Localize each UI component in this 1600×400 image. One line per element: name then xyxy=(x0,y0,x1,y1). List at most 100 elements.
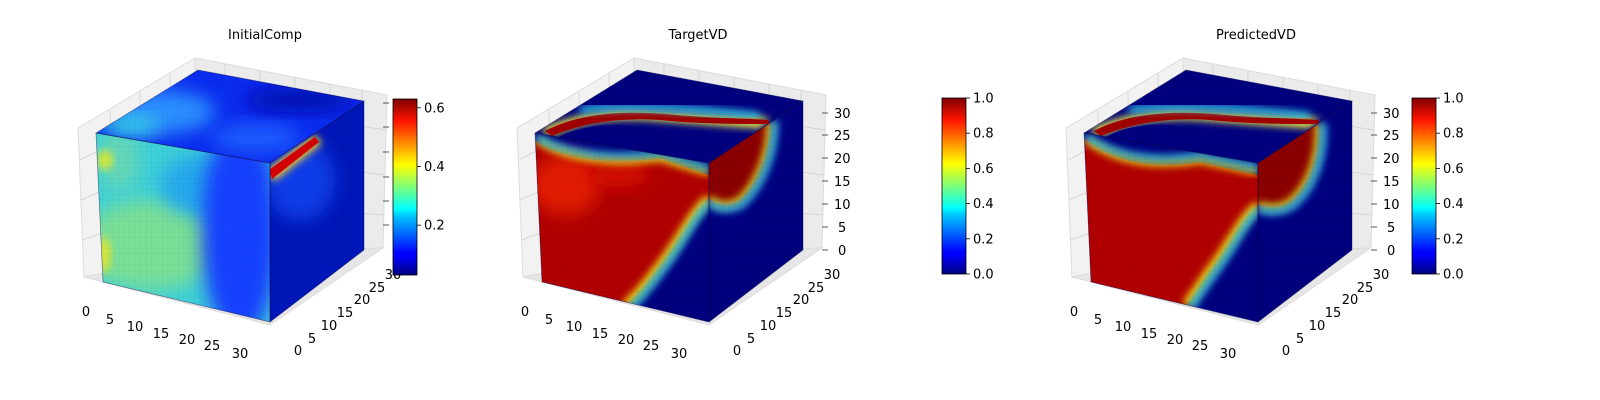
z-axis-tick-marks xyxy=(822,112,828,251)
y-tick: 20 xyxy=(793,293,810,308)
z-tick: 25 xyxy=(834,129,851,144)
z-axis-tick-marks xyxy=(1371,112,1377,251)
colorbar xyxy=(392,98,418,276)
x-tick: 15 xyxy=(592,327,609,342)
colorbar-gradient xyxy=(1411,97,1437,275)
x-tick: 0 xyxy=(82,305,90,320)
y-tick: 15 xyxy=(1325,306,1342,321)
colorbar-tick-label: 0.4 xyxy=(973,197,994,212)
cube-top-face xyxy=(535,70,803,163)
y-axis-ticks: 0 5 10 15 20 25 30 xyxy=(294,268,401,359)
y-tick: 5 xyxy=(1296,332,1304,347)
y-tick: 25 xyxy=(369,281,386,296)
x-tick: 25 xyxy=(643,339,660,354)
cube-right-face xyxy=(709,101,803,322)
y-tick: 5 xyxy=(308,332,316,347)
colorbar-gradient xyxy=(941,97,967,275)
z-tick: 0 xyxy=(838,244,846,259)
y-tick: 0 xyxy=(733,344,741,359)
colorbar-tick-label: 0.8 xyxy=(973,127,994,142)
z-tick: 10 xyxy=(1383,198,1400,213)
x-tick: 0 xyxy=(521,305,529,320)
x-tick: 10 xyxy=(566,320,583,335)
colorbar-tick-label: 1.0 xyxy=(973,92,994,107)
y-tick: 25 xyxy=(808,281,825,296)
panel-title: TargetVD xyxy=(667,28,727,43)
x-axis-ticks: 0 5 10 15 20 25 30 xyxy=(1070,305,1236,362)
y-axis-ticks: 0 5 10 15 20 25 30 xyxy=(733,268,840,359)
colorbar-tick-label: 0.6 xyxy=(973,162,994,177)
y-tick: 30 xyxy=(1373,268,1390,283)
colorbar-tick-label: 0.0 xyxy=(1443,268,1464,283)
x-tick: 30 xyxy=(232,347,249,362)
x-axis-ticks: 0 5 10 15 20 25 30 xyxy=(521,305,687,362)
y-tick: 30 xyxy=(824,268,841,283)
cube-edges xyxy=(1083,69,1353,323)
panel-predictedvd: PredictedVD xyxy=(1065,28,1437,362)
z-tick: 0 xyxy=(1387,244,1395,259)
x-tick: 5 xyxy=(545,313,553,328)
x-axis-ticks: 0 5 10 15 20 25 30 xyxy=(82,305,248,362)
y-tick: 0 xyxy=(294,344,302,359)
cube-right-face xyxy=(270,101,364,322)
x-tick: 10 xyxy=(1115,320,1132,335)
colorbar xyxy=(941,97,967,275)
x-tick: 30 xyxy=(671,347,688,362)
y-tick: 15 xyxy=(337,306,354,321)
colorbar-tick-label: 0.2 xyxy=(973,232,994,247)
colorbar-gradient xyxy=(392,98,418,276)
colorbar-tick-label: 1.0 xyxy=(1443,92,1464,107)
z-tick: 10 xyxy=(834,198,851,213)
x-tick: 25 xyxy=(1192,339,1209,354)
y-tick: 0 xyxy=(1282,344,1290,359)
colorbar xyxy=(1411,97,1437,275)
colorbar-tick-label: 0.6 xyxy=(1443,162,1464,177)
colorbar-tick-label: 0.6 xyxy=(424,101,445,116)
colorbar-tick-label: 0.4 xyxy=(424,160,445,175)
z-tick: 20 xyxy=(1383,152,1400,167)
colorbar-tick-label: 0.2 xyxy=(424,219,445,234)
x-tick: 15 xyxy=(1141,327,1158,342)
y-tick: 20 xyxy=(1342,293,1359,308)
x-tick: 20 xyxy=(1167,333,1184,348)
colorbar-tick-label: 0.4 xyxy=(1443,197,1464,212)
panel-initialcomp: InitialComp xyxy=(77,28,418,362)
z-axis-ticks: 0 5 10 15 20 25 30 xyxy=(1383,107,1400,259)
z-tick: 5 xyxy=(838,221,846,236)
colorbar-ticks: 0.0 0.2 0.4 0.6 0.8 1.0 xyxy=(1436,92,1464,283)
x-tick: 20 xyxy=(179,333,196,348)
panel-targetvd: TargetVD xyxy=(516,28,967,362)
y-tick: 10 xyxy=(321,319,338,334)
cube-front-face xyxy=(535,133,709,322)
colorbar-ticks: 0.2 0.4 0.6 xyxy=(417,101,445,234)
colorbar-ticks: 0.0 0.2 0.4 0.6 0.8 1.0 xyxy=(966,92,994,283)
z-tick: 25 xyxy=(1383,129,1400,144)
colorbar-tick-label: 0.2 xyxy=(1443,232,1464,247)
x-tick: 5 xyxy=(1094,313,1102,328)
z-tick: 30 xyxy=(834,107,851,122)
cube-front-face xyxy=(96,133,270,322)
x-tick: 10 xyxy=(127,320,144,335)
y-tick: 20 xyxy=(354,293,371,308)
cube-edges xyxy=(534,69,804,323)
panel-title: PredictedVD xyxy=(1216,28,1296,43)
x-tick: 5 xyxy=(106,313,114,328)
y-tick: 15 xyxy=(776,306,793,321)
colorbar-tick-label: 0.0 xyxy=(973,268,994,283)
panel-title: InitialComp xyxy=(228,28,302,43)
z-tick: 30 xyxy=(1383,107,1400,122)
z-tick: 15 xyxy=(834,175,851,190)
cube-top-face xyxy=(1084,70,1352,163)
z-axis-ticks: 0 5 10 15 20 25 30 xyxy=(834,107,851,259)
x-tick: 20 xyxy=(618,333,635,348)
cube-edges xyxy=(95,69,365,323)
colorbar-tick-label: 0.8 xyxy=(1443,127,1464,142)
y-tick: 25 xyxy=(1357,281,1374,296)
y-axis-ticks: 0 5 10 15 20 25 30 xyxy=(1282,268,1389,359)
x-tick: 0 xyxy=(1070,305,1078,320)
y-tick: 10 xyxy=(1309,319,1326,334)
cube-right-face xyxy=(1258,101,1352,322)
cube-front-face xyxy=(1084,133,1258,322)
z-tick: 5 xyxy=(1387,221,1395,236)
